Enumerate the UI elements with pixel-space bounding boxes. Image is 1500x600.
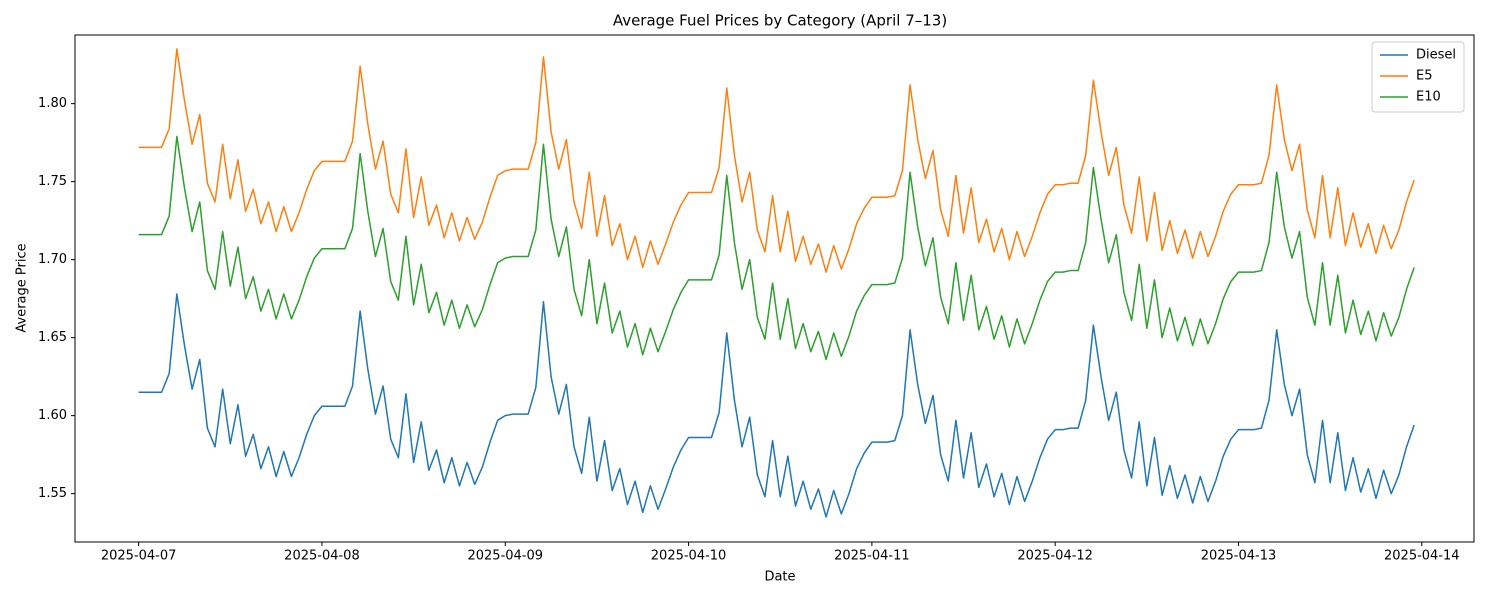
line-series <box>138 135 1415 361</box>
legend-label: Diesel <box>1416 48 1456 63</box>
x-axis-label: Date <box>764 570 795 585</box>
y-tick-label: 1.55 <box>38 486 67 501</box>
x-tick-label: 2025-04-07 <box>101 549 177 564</box>
chart-title: Average Fuel Prices by Category (April 7… <box>613 12 947 30</box>
y-tick-label: 1.80 <box>38 96 67 111</box>
x-tick-label: 2025-04-11 <box>834 549 910 564</box>
line-series <box>138 293 1415 518</box>
y-tick-label: 1.65 <box>38 330 67 345</box>
y-tick-label: 1.60 <box>38 408 67 423</box>
legend-box <box>1371 41 1465 113</box>
x-tick-label: 2025-04-10 <box>651 549 727 564</box>
y-axis-label: Average Price <box>15 243 30 332</box>
y-tick-label: 1.75 <box>38 174 67 189</box>
x-tick-label: 2025-04-09 <box>467 549 543 564</box>
legend-label: E5 <box>1416 69 1433 84</box>
x-tick-label: 2025-04-13 <box>1201 549 1277 564</box>
x-tick-label: 2025-04-12 <box>1017 549 1093 564</box>
legend-label: E10 <box>1416 90 1441 105</box>
axes-frame <box>74 34 1475 543</box>
x-tick-label: 2025-04-14 <box>1384 549 1460 564</box>
y-tick-label: 1.70 <box>38 252 67 267</box>
line-series <box>138 48 1415 273</box>
x-tick-label: 2025-04-08 <box>284 549 360 564</box>
